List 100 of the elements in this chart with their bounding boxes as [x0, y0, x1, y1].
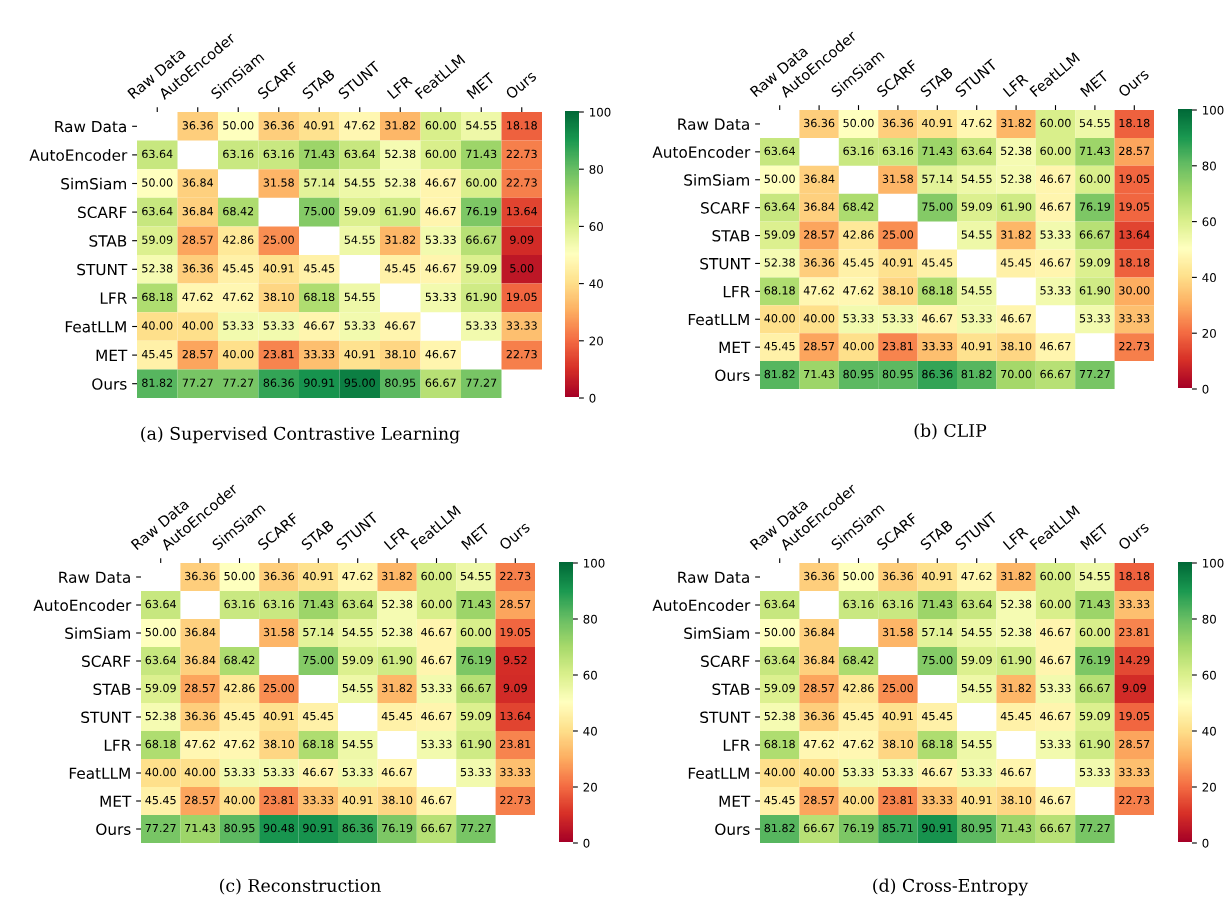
data-label: 47.62 — [961, 571, 992, 581]
data-label: 63.64 — [145, 655, 176, 665]
x-tick-label: LFR — [1002, 525, 1029, 551]
data-label: 52.38 — [145, 711, 176, 721]
y-tick-label: STUNT — [700, 257, 751, 270]
y-tick-label: SCARF — [78, 206, 127, 219]
y-tick-label: Ours — [715, 369, 750, 382]
data-label: 46.67 — [1040, 627, 1071, 637]
data-label: 40.91 — [263, 711, 294, 721]
data-label: 9.09 — [503, 683, 527, 693]
data-label: 23.81 — [500, 739, 531, 749]
data-label: 50.00 — [224, 571, 255, 581]
data-label: 60.00 — [466, 178, 497, 187]
data-label: 9.09 — [510, 235, 534, 244]
data-label: 54.55 — [344, 178, 375, 187]
data-label: 54.55 — [961, 174, 992, 183]
data-label: 46.67 — [1040, 174, 1071, 183]
text: (d) Cross-Entropy — [873, 878, 1029, 896]
y-tick-label: Ours — [92, 378, 127, 390]
data-label: 90.91 — [303, 823, 334, 833]
data-label: 53.33 — [882, 314, 913, 323]
data-label: 54.55 — [344, 292, 375, 302]
y-tick-label: SimSiam — [684, 627, 749, 640]
data-label: 46.67 — [425, 264, 456, 273]
data-label: 77.27 — [466, 378, 497, 387]
data-label: 53.33 — [1040, 286, 1071, 295]
data-label: 31.82 — [382, 571, 412, 581]
data-label: 75.00 — [304, 206, 335, 216]
data-label: 61.90 — [381, 655, 413, 665]
data-label: 57.14 — [922, 627, 953, 637]
data-label: 71.43 — [922, 599, 953, 609]
data-label: 45.45 — [764, 795, 795, 805]
data-label: 40.91 — [961, 795, 992, 805]
data-label: 95.00 — [344, 378, 375, 387]
data-label: 28.57 — [500, 599, 531, 609]
data-label: 50.00 — [145, 627, 176, 637]
x-tick-label: LFR — [386, 74, 413, 100]
data-label: 86.36 — [922, 369, 953, 379]
data-label: 50.00 — [843, 118, 874, 128]
data-label: 46.67 — [1040, 341, 1071, 351]
y-tick-label: AutoEncoder — [29, 149, 128, 161]
data-label: 63.64 — [961, 599, 992, 609]
data-label: 23.81 — [882, 341, 913, 351]
data-label: 19.05 — [1119, 174, 1150, 183]
data-label: 68.42 — [223, 206, 254, 216]
data-label: 59.09 — [961, 202, 992, 211]
data-label: 53.33 — [1040, 739, 1071, 749]
data-label: 36.36 — [182, 264, 213, 273]
data-label: 60.00 — [425, 121, 456, 130]
data-label: 52.38 — [1001, 146, 1032, 156]
data-label: 77.27 — [145, 823, 176, 833]
y-tick-label: STAB — [89, 235, 127, 247]
data-label: 68.18 — [145, 739, 176, 749]
data-label: 47.62 — [961, 118, 992, 128]
data-label: 53.33 — [961, 314, 992, 323]
data-label: 36.84 — [182, 178, 214, 187]
data-label: 54.55 — [342, 683, 373, 693]
data-label: 25.00 — [882, 230, 914, 239]
data-label: 23.81 — [882, 795, 913, 805]
color-bar-label: 0 — [583, 838, 590, 848]
data-label: 45.45 — [224, 711, 255, 721]
data-label: 46.67 — [1040, 795, 1071, 805]
data-label: 81.82 — [142, 378, 173, 387]
data-label: 31.82 — [1001, 571, 1031, 581]
data-label: 53.33 — [1040, 683, 1071, 693]
data-label: 76.19 — [1079, 655, 1111, 665]
data-label: 68.18 — [764, 286, 795, 295]
data-label: 45.45 — [921, 711, 953, 721]
data-label: 25.00 — [882, 683, 914, 693]
data-label: 45.45 — [764, 342, 795, 351]
data-label: 47.62 — [224, 739, 255, 749]
color-bar-label: 0 — [1202, 384, 1209, 394]
data-label: 23.81 — [263, 349, 294, 359]
data-label: 61.90 — [1079, 286, 1111, 295]
data-label: 36.36 — [263, 571, 295, 581]
color-bar-label: 60 — [1202, 217, 1216, 227]
data-label: 53.33 — [421, 739, 452, 749]
data-label: 81.82 — [764, 823, 795, 833]
data-label: 54.55 — [466, 121, 497, 130]
data-label: 46.67 — [425, 178, 456, 187]
y-tick-label: STAB — [93, 683, 131, 696]
data-label: 81.82 — [961, 369, 992, 379]
data-label: 18.18 — [507, 121, 537, 130]
data-label: 45.45 — [1000, 258, 1032, 267]
color-bar-label: 20 — [589, 336, 603, 346]
data-label: 40.91 — [302, 571, 334, 581]
data-label: 59.09 — [1079, 711, 1111, 721]
color-bar-label: 100 — [584, 558, 605, 568]
data-label: 59.09 — [460, 711, 492, 721]
data-label: 31.82 — [385, 121, 416, 130]
data-label: 23.81 — [263, 795, 294, 805]
data-label: 31.58 — [263, 627, 295, 637]
data-label: 28.57 — [182, 349, 213, 359]
data-label: 77.27 — [460, 823, 491, 833]
data-label: 61.90 — [385, 206, 416, 216]
data-label: 76.19 — [1079, 202, 1111, 211]
color-bar-label: 100 — [1203, 105, 1224, 115]
data-label: 60.00 — [1040, 118, 1071, 128]
data-label: 28.57 — [804, 230, 835, 239]
data-label: 42.86 — [843, 683, 874, 693]
